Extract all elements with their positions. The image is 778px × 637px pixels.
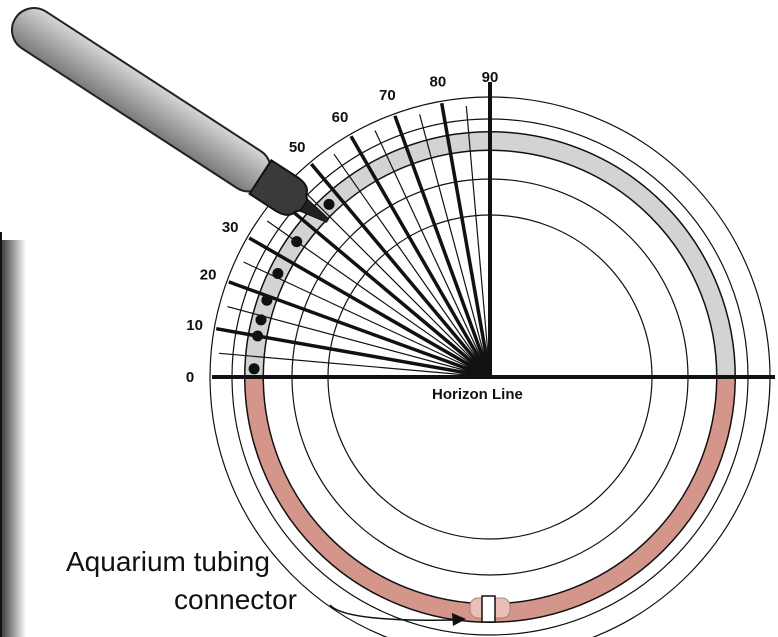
major-angle-line [309, 162, 492, 379]
minor-angle-line [419, 114, 491, 378]
marker-pen-icon [11, 7, 330, 223]
minor-angle-line [297, 184, 491, 378]
minor-angle-line [227, 306, 491, 378]
tube-lower-water [245, 376, 735, 622]
major-angle-line [275, 196, 492, 379]
measurement-dot [261, 294, 273, 306]
angle-label-70: 70 [379, 87, 396, 104]
measurement-dot [252, 330, 264, 342]
minor-angle-line [333, 153, 491, 378]
measurement-dot [272, 268, 284, 279]
angle-label-10: 10 [186, 317, 203, 334]
major-angle-line [248, 236, 491, 379]
major-angle-line [349, 135, 492, 378]
minor-angle-line [465, 105, 491, 378]
measurement-dots [248, 198, 335, 375]
major-angle-line [439, 102, 492, 378]
angle-label-50: 50 [289, 139, 306, 156]
major-angle-line [228, 280, 491, 379]
horizon-line-label: Horizon Line [432, 386, 523, 403]
angle-label-60: 60 [332, 109, 349, 126]
major-angle-line [393, 115, 492, 378]
measurement-dot [248, 363, 260, 375]
angle-label-80: 80 [430, 74, 447, 91]
measurement-dot [255, 314, 267, 326]
angle-lines [212, 102, 492, 379]
tubing-connector-icon [469, 595, 511, 623]
tube-lower-outline [244, 376, 736, 623]
left-edge-shadow [0, 232, 26, 637]
angle-label-30: 30 [222, 219, 239, 236]
connector-arrow [329, 604, 466, 626]
caption-line-1: Aquarium tubing [66, 546, 270, 577]
minor-angle-line [266, 220, 491, 378]
angle-label-20: 20 [200, 266, 217, 283]
measurement-dot [291, 236, 303, 248]
minor-angle-line [243, 261, 491, 378]
measurement-dot [323, 198, 335, 210]
angle-label-0: 0 [186, 369, 194, 386]
minor-angle-line [374, 130, 491, 378]
angle-label-90: 90 [482, 69, 499, 86]
caption-line-2: connector [174, 584, 297, 615]
minor-angle-line [218, 352, 491, 378]
